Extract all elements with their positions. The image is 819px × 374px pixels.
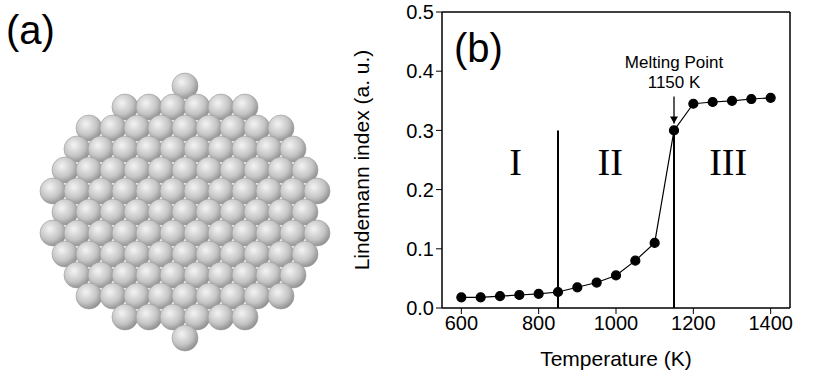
svg-text:600: 600 [445, 312, 478, 334]
svg-text:1200: 1200 [671, 312, 716, 334]
svg-text:0.4: 0.4 [406, 60, 434, 82]
svg-text:(a): (a) [6, 8, 55, 52]
svg-text:1400: 1400 [748, 312, 793, 334]
svg-text:II: II [598, 141, 623, 183]
svg-text:0.0: 0.0 [406, 297, 434, 319]
svg-text:0.1: 0.1 [406, 238, 434, 260]
svg-text:0.5: 0.5 [406, 1, 434, 23]
svg-text:Temperature (K): Temperature (K) [540, 347, 692, 370]
svg-text:1000: 1000 [594, 312, 639, 334]
svg-text:III: III [709, 141, 747, 183]
svg-text:0.2: 0.2 [406, 179, 434, 201]
svg-text:I: I [509, 141, 522, 183]
svg-text:1150 K: 1150 K [648, 73, 701, 92]
svg-text:Melting Point: Melting Point [625, 53, 724, 72]
html-text:(b): (b) [454, 26, 503, 70]
svg-text:0.3: 0.3 [406, 120, 434, 142]
svg-text:800: 800 [522, 312, 555, 334]
svg-text:Lindemann index (a. u.): Lindemann index (a. u.) [350, 50, 373, 271]
